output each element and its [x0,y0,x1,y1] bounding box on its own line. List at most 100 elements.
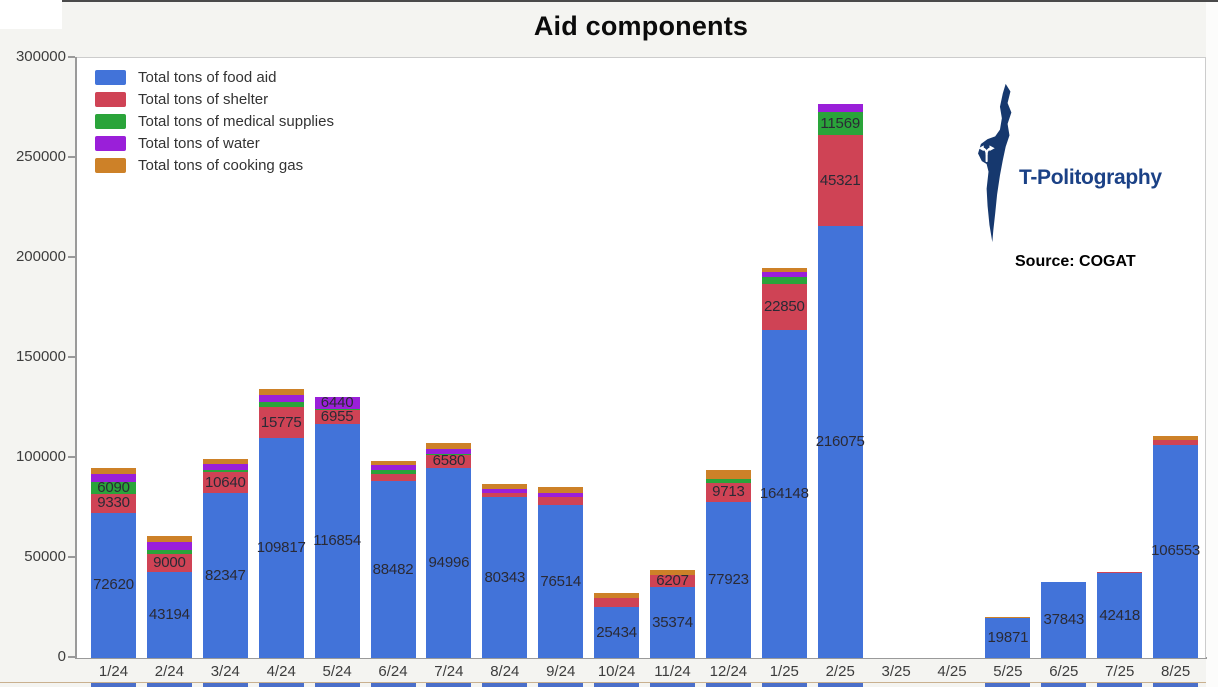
bottom-bar-sliver [370,683,416,687]
bar-segment [202,472,248,494]
y-tick-label: 100000 [15,448,66,465]
legend-label: Total tons of cooking gas [138,157,304,174]
x-tick-label: 8/24 [490,663,520,680]
bar-segment [482,483,528,489]
bottom-bar-sliver [985,683,1031,687]
x-tick-label: 5/25 [993,663,1023,680]
bar-value-label: 6207 [656,572,689,590]
bottom-bar-sliver [482,683,528,687]
bar-value-label: 15775 [260,413,302,431]
bar-segment [538,492,584,497]
bar-segment [314,409,360,411]
bar-value-label: 94996 [428,554,470,572]
bar-segment [258,401,304,407]
x-tick-label: 12/24 [709,663,748,680]
bar-segment [91,494,136,513]
bar-segment [91,512,136,658]
bar-segment [146,571,192,658]
bar-value-label: 6580 [432,452,466,470]
legend-item-1: Total tons of shelter [95,92,334,107]
bar-value-label: 72620 [93,576,134,594]
bar-segment [985,618,1031,658]
bar-segment [594,607,640,658]
bar-segment [817,112,863,136]
x-tick-label: 7/24 [434,663,464,680]
legend-swatch-icon [95,158,126,173]
bar-segment [538,496,584,505]
bar-segment [985,617,1031,619]
legend-item-3: Total tons of water [95,136,334,151]
bottom-bar-sliver [1153,683,1199,687]
bar-segment [202,493,248,658]
bottom-bar-sliver [1097,683,1143,687]
bar-segment [91,467,136,475]
bar-value-label: 25434 [596,623,637,641]
bottom-bar-sliver [817,683,863,687]
x-tick-label: 2/24 [154,663,184,680]
bar-segment [761,277,807,285]
x-tick-label: 4/24 [266,663,296,680]
bottom-bar-sliver [594,683,640,687]
bar-segment [370,474,416,482]
bar-segment [594,597,640,608]
bar-segment [146,535,192,543]
x-tick-label: 5/24 [322,663,352,680]
bar-segment [817,225,863,658]
x-tick-label: 3/24 [210,663,240,680]
bar-value-label: 37843 [1043,611,1085,629]
x-tick-label: 9/24 [546,663,576,680]
bar-value-label: 35374 [652,613,693,631]
bar-value-label: 9000 [153,553,186,571]
bar-value-label: 9330 [97,494,130,512]
bar-value-label: 11569 [820,114,860,132]
bar-segment [314,424,360,658]
legend-swatch-icon [95,136,126,151]
bar-value-label: 116854 [313,532,361,550]
bar-segment [538,504,584,658]
bar-segment [146,553,192,572]
bar-segment [650,587,695,658]
x-tick-label: 4/25 [937,663,967,680]
bar-segment [650,574,695,588]
bar-segment [705,482,751,503]
bottom-bar-sliver [202,683,248,687]
legend-label: Total tons of medical supplies [138,113,334,130]
y-tick-label: 0 [57,648,66,665]
bar-segment [1153,444,1199,658]
y-tick-mark [68,456,75,458]
bar-segment [258,394,304,402]
y-tick-label: 150000 [15,348,66,365]
chart-title: Aid components [533,11,749,41]
bottom-bar-sliver [146,683,192,687]
bar-segment [314,410,360,425]
bar-value-label: 77923 [708,571,749,589]
legend: Total tons of food aid Total tons of shel… [95,70,334,180]
y-tick-label: 250000 [15,148,66,165]
bar-segment [761,267,807,273]
bar-segment [370,465,416,471]
bar-segment [705,478,751,483]
legend-label: Total tons of shelter [138,91,269,108]
bar-segment [482,488,528,493]
bar-value-label: 82347 [204,566,246,584]
bottom-bar-sliver [761,683,807,687]
legend-swatch-icon [95,114,126,129]
bar-segment [426,453,472,455]
bar-segment [1097,571,1143,574]
bar-segment [1097,573,1143,658]
bar-segment [202,459,248,465]
bottom-bar-sliver [538,683,584,687]
x-tick-label: 10/24 [597,663,636,680]
bar-segment [258,388,304,395]
y-tick-label: 300000 [15,48,66,65]
bar-value-label: 88482 [372,560,414,578]
bar-value-label: 45321 [819,171,861,189]
bottom-bar-sliver [426,683,472,687]
legend-label: Total tons of water [138,135,260,152]
bar-segment [1153,435,1199,440]
bar-value-label: 19871 [987,629,1029,647]
x-tick-label: 1/24 [98,663,129,680]
y-tick-label: 200000 [15,248,66,265]
bar-segment [594,592,640,598]
bar-segment [426,443,472,449]
